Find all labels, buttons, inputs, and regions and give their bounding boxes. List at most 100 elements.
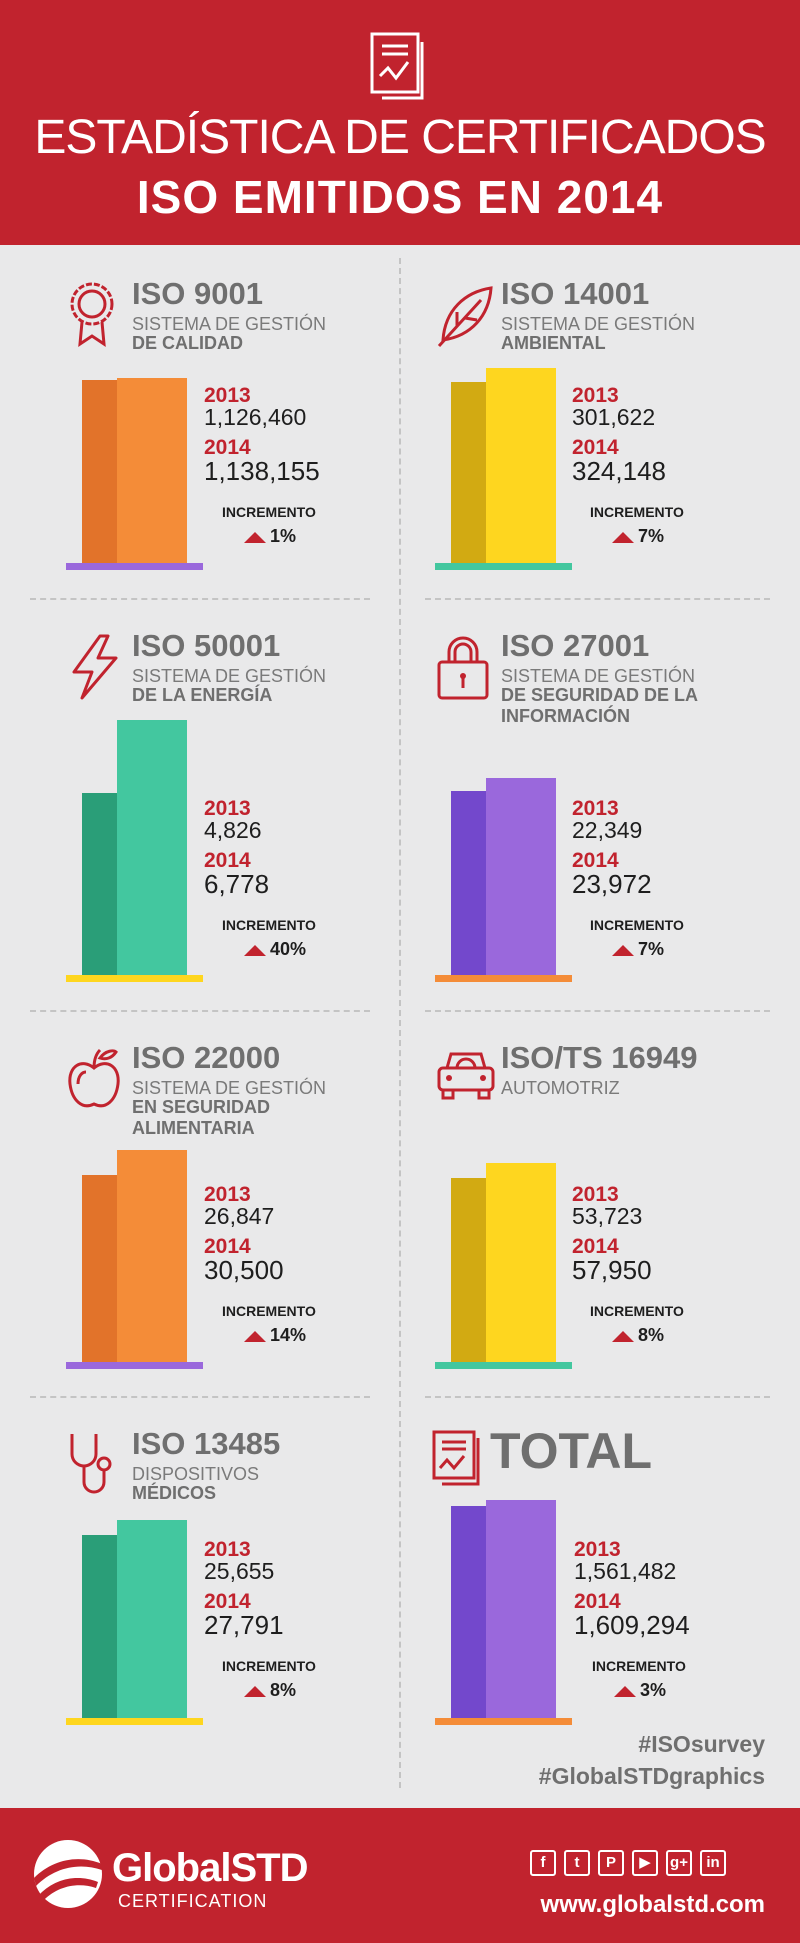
bar-2013 — [451, 791, 487, 975]
year-label-2013: 2013 — [204, 384, 251, 407]
value-2014: 23,972 — [572, 869, 652, 899]
youtube-icon[interactable]: ▶ — [632, 1850, 658, 1876]
card-title: ISO 13485 — [132, 1426, 281, 1461]
card-title: ISO 27001 — [501, 628, 650, 663]
year-label-2013: 2013 — [574, 1538, 621, 1561]
value-2013: 301,622 — [572, 404, 656, 430]
hashtag-iso-survey[interactable]: #ISOsurvey — [638, 1731, 765, 1757]
bar-2014 — [117, 720, 187, 975]
card-iso-13485: ISO 13485 DISPOSITIVOS MÉDICOS — [66, 1426, 466, 1830]
card-title: ISO/TS 16949 — [501, 1040, 698, 1075]
card-subtitle-bold: EN SEGURIDAD ALIMENTARIA — [132, 1097, 270, 1139]
card-subtitle-bold: MÉDICOS — [132, 1483, 217, 1503]
bar-baseline — [66, 1362, 203, 1369]
google-plus-icon[interactable]: g+ — [666, 1850, 692, 1876]
year-label-2013: 2013 — [204, 797, 251, 820]
increment-label: INCREMENTO — [222, 1303, 316, 1319]
card-title: TOTAL — [490, 1423, 653, 1479]
card-subtitle: SISTEMA DE GESTIÓN — [501, 666, 696, 686]
increment-percent: 3% — [640, 1680, 667, 1700]
value-2014: 324,148 — [572, 456, 666, 486]
increment-label: INCREMENTO — [590, 504, 684, 520]
bar-baseline — [66, 975, 203, 982]
page-title-line2: ISO EMITIDOS EN 2014 — [136, 171, 664, 223]
card-iso-ts-16949: ISO/TS 16949 AUTOMOTRIZ — [435, 1040, 800, 1444]
apple-icon — [68, 1048, 120, 1108]
chart-document-icon — [370, 32, 424, 100]
bar-2014 — [486, 1163, 556, 1362]
increment-label: INCREMENTO — [222, 504, 316, 520]
horizontal-divider — [425, 598, 770, 600]
card-iso-14001: ISO 14001 SISTEMA DE GESTIÓN AMBIENTAL — [435, 276, 800, 680]
increment-label: INCREMENTO — [222, 1658, 316, 1674]
increment-percent: 8% — [270, 1680, 297, 1700]
year-label-2014: 2014 — [204, 436, 251, 459]
year-label-2014: 2014 — [572, 1235, 619, 1258]
pinterest-icon[interactable]: P — [598, 1850, 624, 1876]
bar-baseline — [66, 563, 203, 570]
bar-2013 — [82, 380, 118, 563]
linkedin-icon[interactable]: in — [700, 1850, 726, 1876]
value-2014: 30,500 — [204, 1255, 284, 1285]
bar-2014 — [117, 1520, 187, 1718]
value-2014: 27,791 — [204, 1610, 284, 1640]
year-label-2014: 2014 — [204, 1235, 251, 1258]
value-2013: 1,561,482 — [574, 1558, 677, 1584]
value-2014: 57,950 — [572, 1255, 652, 1285]
bar-2014 — [486, 368, 556, 563]
bar-2013 — [451, 1178, 487, 1362]
bar-baseline — [435, 563, 572, 570]
horizontal-divider — [425, 1010, 770, 1012]
bar-baseline — [435, 1362, 572, 1369]
card-subtitle-bold: AMBIENTAL — [501, 333, 606, 353]
card-subtitle: SISTEMA DE GESTIÓN — [132, 1078, 327, 1098]
increment-label: INCREMENTO — [590, 917, 684, 933]
card-title: ISO 22000 — [132, 1040, 281, 1075]
lightning-icon — [72, 634, 118, 700]
card-subtitle: AUTOMOTRIZ — [501, 1078, 620, 1098]
bar-baseline — [66, 1718, 203, 1725]
footer: GlobalSTD CERTIFICATION f t P ▶ g+ in www.glo… — [0, 1808, 800, 1943]
value-2014: 6,778 — [204, 869, 270, 899]
increment-percent: 40% — [270, 939, 307, 959]
facebook-icon[interactable]: f — [530, 1850, 556, 1876]
increment-label: INCREMENTO — [592, 1658, 686, 1674]
horizontal-divider — [30, 1010, 370, 1012]
year-label-2013: 2013 — [204, 1183, 251, 1206]
increase-arrow-icon — [612, 532, 634, 543]
increment-percent: 1% — [270, 526, 297, 546]
hashtag-globalstd-graphics[interactable]: #GlobalSTDgraphics — [538, 1763, 765, 1789]
card-subtitle-bold: DE CALIDAD — [132, 333, 243, 353]
horizontal-divider — [425, 1396, 770, 1398]
increase-arrow-icon — [614, 1686, 636, 1697]
value-2013: 25,655 — [204, 1558, 275, 1584]
card-subtitle-bold-line2: ALIMENTARIA — [132, 1118, 255, 1138]
increment-percent: 7% — [638, 526, 665, 546]
card-subtitle: SISTEMA DE GESTIÓN — [132, 666, 327, 686]
vertical-divider — [399, 258, 401, 1788]
bar-baseline — [435, 1718, 572, 1725]
increase-arrow-icon — [244, 1331, 266, 1342]
card-iso-27001: ISO 27001 SISTEMA DE GESTIÓN DE SEGURIDA… — [435, 628, 800, 1032]
year-label-2014: 2014 — [204, 849, 251, 872]
value-2014: 1,138,155 — [204, 456, 320, 486]
card-title: ISO 14001 — [501, 276, 650, 311]
chart-document-icon — [432, 1430, 480, 1486]
bar-2013 — [82, 1175, 118, 1362]
increment-percent: 14% — [270, 1325, 307, 1345]
increase-arrow-icon — [244, 532, 266, 543]
website-link[interactable]: www.globalstd.com — [540, 1891, 765, 1918]
card-subtitle-bold: DE SEGURIDAD DE LA INFORMACIÓN — [501, 685, 698, 727]
year-label-2014: 2014 — [574, 1590, 621, 1613]
card-title: ISO 50001 — [132, 628, 281, 663]
hashtags: #ISOsurvey #GlobalSTDgraphics — [539, 1728, 765, 1792]
increment-percent: 7% — [638, 939, 665, 959]
padlock-icon — [437, 636, 489, 700]
year-label-2013: 2013 — [572, 797, 619, 820]
bar-2014 — [117, 1150, 187, 1362]
twitter-icon[interactable]: t — [564, 1850, 590, 1876]
horizontal-divider — [30, 1396, 370, 1398]
card-iso-22000: ISO 22000 SISTEMA DE GESTIÓN EN SEGURIDA… — [66, 1040, 466, 1444]
page-title-line1: ESTADÍSTICA DE CERTIFICADOS — [34, 111, 766, 164]
card-subtitle-bold-line2: INFORMACIÓN — [501, 706, 630, 726]
